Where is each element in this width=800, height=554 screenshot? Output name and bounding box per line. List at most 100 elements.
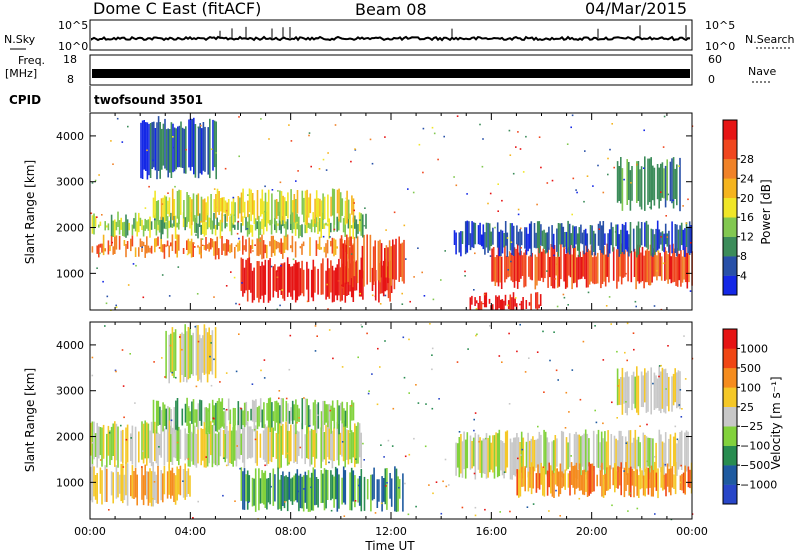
- heatmap-cell: [186, 433, 188, 459]
- heatmap-cell: [402, 473, 404, 512]
- heatmap-cell: [288, 368, 291, 371]
- freq-tick-top: 18: [63, 53, 77, 66]
- heatmap-cell: [208, 327, 210, 375]
- heatmap-cell: [327, 152, 329, 154]
- heatmap-cell: [327, 404, 329, 428]
- heatmap-cell: [262, 265, 265, 303]
- heatmap-cell: [224, 243, 226, 256]
- heatmap-cell: [505, 255, 508, 280]
- heatmap-cell: [238, 420, 241, 460]
- heatmap-cell: [548, 510, 550, 512]
- heatmap-cell: [560, 223, 563, 245]
- heatmap-cell: [160, 198, 163, 220]
- heatmap-cell: [588, 462, 590, 496]
- nsearch-label: N.Search: [745, 33, 795, 46]
- heatmap-cell: [655, 472, 658, 491]
- heatmap-cell: [676, 248, 679, 287]
- heatmap-cell: [506, 430, 509, 468]
- heatmap-cell: [395, 468, 398, 512]
- heatmap-cell: [199, 253, 202, 255]
- heatmap-cell: [107, 425, 110, 456]
- heatmap-cell: [604, 473, 606, 496]
- heatmap-cell: [407, 188, 409, 190]
- heatmap-cell: [371, 474, 374, 501]
- heatmap-cell: [602, 422, 604, 425]
- heatmap-cell: [232, 427, 234, 467]
- heatmap-cell: [496, 433, 499, 478]
- heatmap-cell: [616, 350, 618, 353]
- heatmap-cell: [248, 214, 250, 235]
- heatmap-cell: [101, 427, 103, 467]
- heatmap-cell: [267, 189, 270, 224]
- heatmap-cell: [322, 235, 325, 238]
- heatmap-cell: [291, 400, 294, 425]
- heatmap-cell: [215, 121, 217, 180]
- heatmap-cell: [349, 433, 351, 460]
- heatmap-cell: [398, 479, 401, 499]
- heatmap-cell: [120, 483, 123, 485]
- heatmap-cell: [123, 240, 126, 246]
- heatmap-cell: [479, 296, 481, 310]
- heatmap-cell: [690, 242, 692, 244]
- heatmap-cell: [176, 191, 179, 219]
- heatmap-cell: [223, 214, 226, 217]
- velocity-colorbar-label: Velocity [m s⁻¹]: [769, 376, 783, 469]
- heatmap-cell: [341, 401, 344, 424]
- heatmap-cell: [361, 325, 363, 328]
- heatmap-cell: [474, 222, 477, 245]
- heatmap-cell: [187, 458, 189, 460]
- heatmap-cell: [245, 259, 247, 291]
- heatmap-cell: [299, 246, 302, 249]
- heatmap-cell: [240, 257, 243, 291]
- heatmap-cell: [309, 193, 312, 214]
- heatmap-cell: [401, 292, 403, 295]
- heatmap-cell: [276, 276, 279, 279]
- heatmap-cell: [248, 237, 250, 259]
- heatmap-cell: [379, 303, 382, 305]
- heatmap-cell: [146, 422, 148, 466]
- heatmap-cell: [314, 198, 316, 224]
- colorbar-swatch: [723, 329, 737, 349]
- heatmap-cell: [400, 243, 402, 277]
- heatmap-cell: [517, 213, 520, 216]
- heatmap-cell: [391, 445, 394, 447]
- heatmap-cell: [550, 465, 552, 494]
- heatmap-cell: [464, 270, 466, 273]
- heatmap-cell: [179, 429, 182, 459]
- heatmap-cell: [593, 466, 595, 492]
- heatmap-cell: [499, 299, 502, 310]
- heatmap-cell: [687, 198, 689, 201]
- heatmap-cell: [689, 290, 692, 292]
- heatmap-cell: [270, 219, 273, 235]
- heatmap-cell: [630, 466, 632, 498]
- heatmap-cell: [276, 308, 279, 311]
- heatmap-cell: [666, 236, 669, 238]
- heatmap-cell: [120, 217, 122, 230]
- heatmap-cell: [201, 238, 204, 240]
- heatmap-cell: [315, 214, 318, 228]
- heatmap-cell: [125, 214, 127, 238]
- heatmap-cell: [498, 231, 501, 257]
- heatmap-cell: [226, 239, 228, 256]
- heatmap-cell: [235, 430, 238, 467]
- heatmap-cell: [341, 284, 343, 287]
- heatmap-cell: [328, 461, 330, 464]
- heatmap-cell: [189, 411, 192, 422]
- heatmap-cell: [128, 222, 130, 231]
- heatmap-cell: [458, 431, 461, 433]
- heatmap-cell: [500, 229, 502, 257]
- heatmap-cell: [579, 251, 581, 280]
- heatmap-cell: [112, 163, 114, 165]
- heatmap-cell: [538, 136, 541, 138]
- heatmap-cell: [638, 475, 640, 498]
- heatmap-cell: [323, 400, 326, 425]
- heatmap-cell: [642, 432, 645, 479]
- heatmap-cell: [347, 217, 350, 229]
- heatmap-cell: [195, 194, 198, 223]
- heatmap-cell: [127, 125, 129, 128]
- heatmap-cell: [390, 246, 392, 286]
- heatmap-cell: [657, 468, 659, 499]
- heatmap-cell: [666, 159, 668, 201]
- heatmap-cell: [672, 373, 675, 406]
- heatmap-cell: [174, 329, 177, 371]
